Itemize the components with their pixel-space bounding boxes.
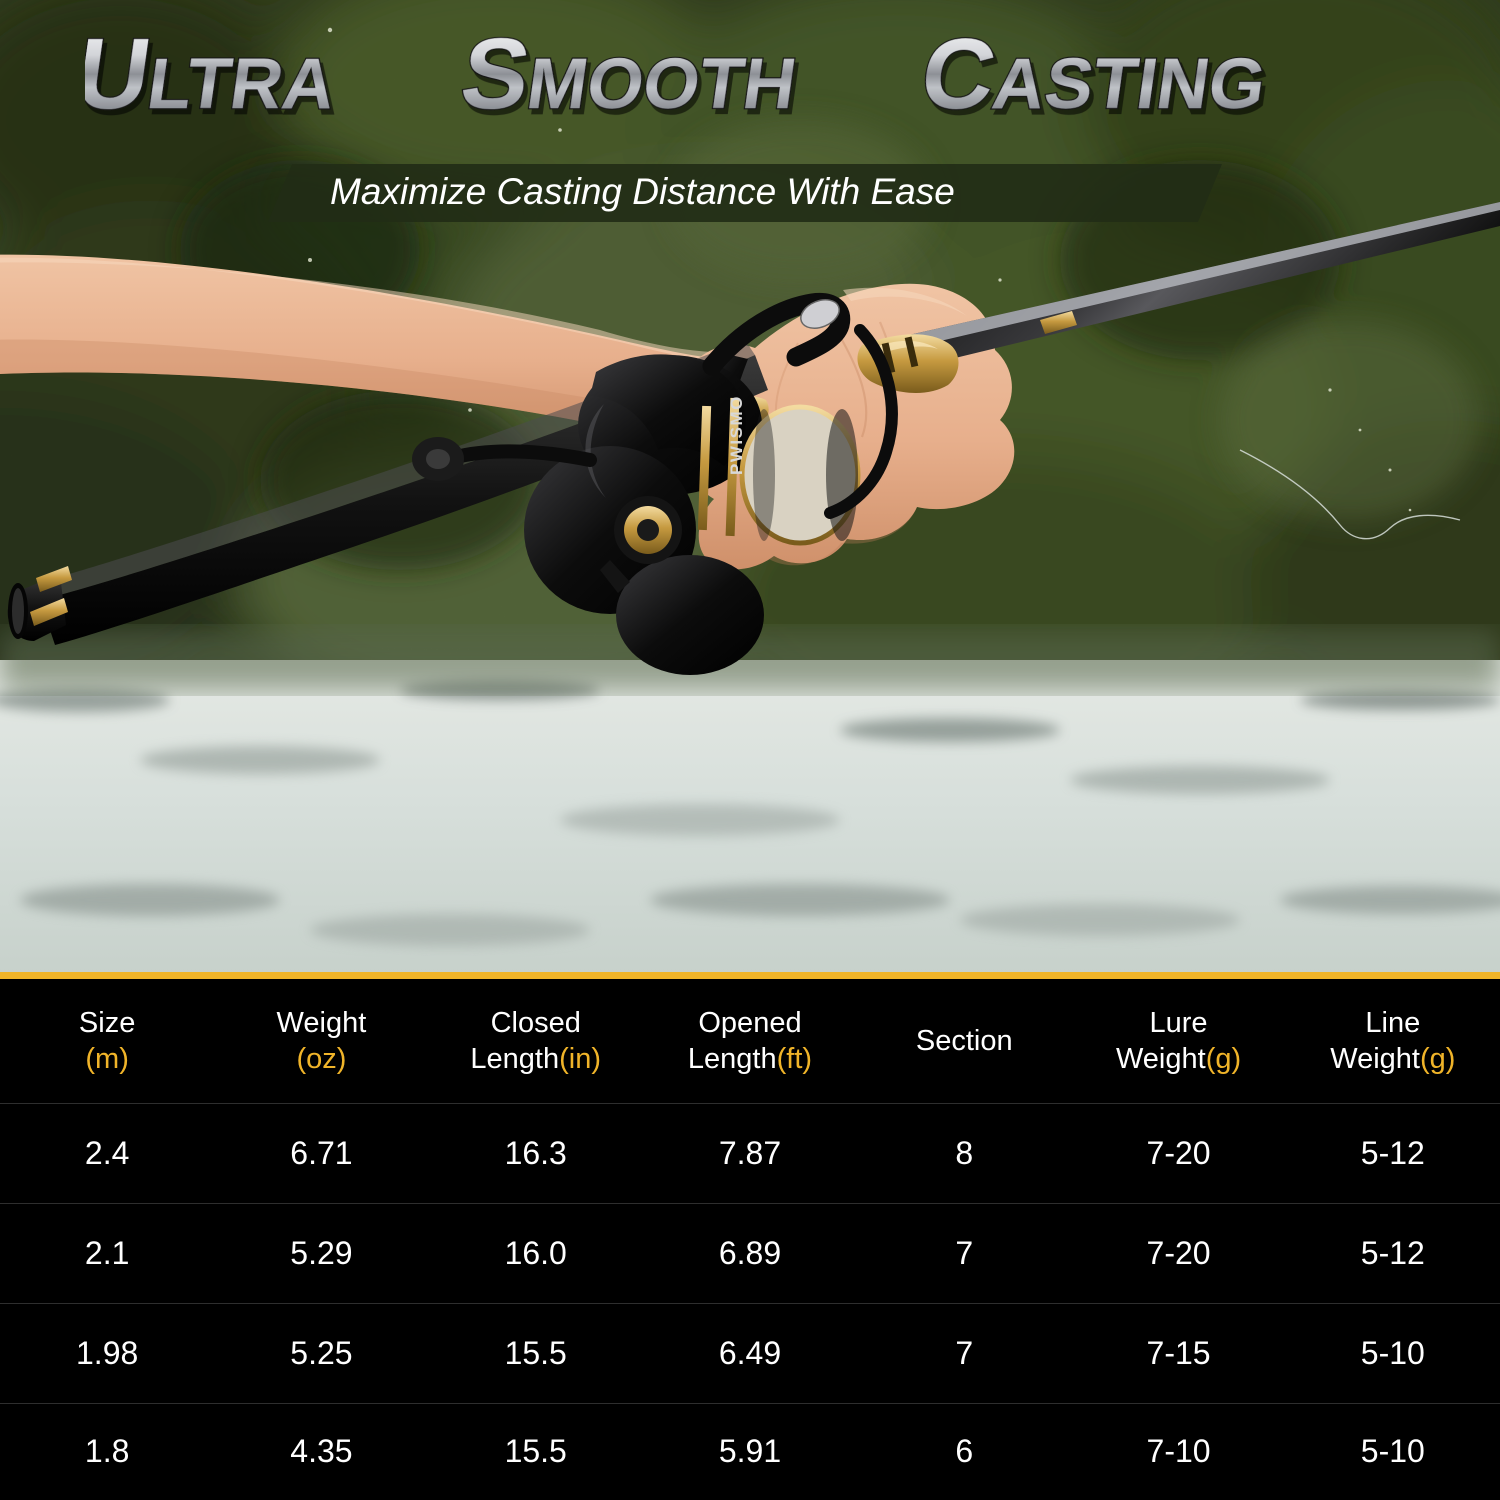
svg-text:PWISMO: PWISMO (727, 395, 746, 475)
svg-text:SMOOTH: SMOOTH (455, 20, 805, 130)
svg-text:CASTING: CASTING (915, 20, 1275, 130)
svg-text:ULTRA: ULTRA (85, 20, 344, 130)
svg-text:Maximize Casting Distance With: Maximize Casting Distance With Ease (330, 171, 955, 212)
